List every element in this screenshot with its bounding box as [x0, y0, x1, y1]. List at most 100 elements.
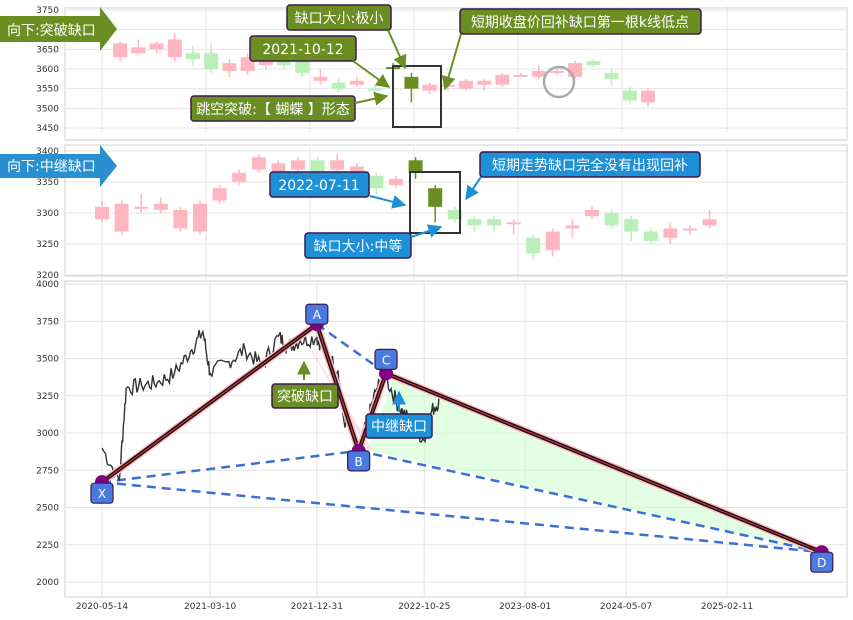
- pattern-fill-bcd: [368, 374, 812, 551]
- note-gap2-date: 2022-07-11: [269, 171, 370, 198]
- candle: [477, 78, 492, 91]
- pattern-dashed-lines: [101, 323, 823, 554]
- candle: [487, 216, 501, 232]
- candle: [204, 43, 219, 73]
- arrow-gap1-date: [352, 60, 391, 88]
- y-tick-label: 3250: [36, 240, 59, 250]
- panel3-grid: [65, 281, 847, 597]
- arrow-gap1-fill: [441, 33, 462, 91]
- candle: [291, 157, 305, 173]
- candle: [131, 39, 146, 56]
- candle: [232, 169, 247, 186]
- candle: [222, 59, 237, 77]
- y-tick-label: 2000: [36, 578, 59, 588]
- candle: [683, 225, 697, 235]
- x-tick-label: 2024-05-07: [600, 602, 652, 612]
- candle: [641, 88, 655, 107]
- label-breakaway-gap-text: 突破缺口: [277, 389, 333, 405]
- x-tick-label: 2025-02-11: [701, 602, 753, 612]
- candle: [624, 216, 639, 241]
- panel2-candles: [95, 154, 717, 260]
- label-runaway-gap-text: 中继缺口: [371, 419, 427, 435]
- candle: [545, 228, 560, 257]
- candle: [251, 154, 266, 173]
- candle: [422, 82, 437, 95]
- note-gap1-pattern: 跳空突破:【 蝴蝶 】形态: [190, 95, 356, 122]
- pattern-point-c: C: [374, 348, 398, 381]
- note-gap2-date-text: 2022-07-11: [278, 178, 359, 194]
- candle: [459, 78, 473, 91]
- y-tick-label: 3450: [36, 124, 59, 134]
- candle: [212, 185, 227, 204]
- y-tick-label: 3200: [36, 271, 59, 281]
- y-tick-label: 3650: [36, 45, 59, 55]
- candle: [114, 200, 129, 235]
- pattern-point-label: C: [382, 353, 390, 367]
- x-tick-label: 2022-10-25: [398, 602, 450, 612]
- candle: [586, 59, 601, 68]
- y-tick-label: 3500: [36, 355, 59, 365]
- arrow-gap1-pattern: [354, 91, 389, 106]
- candle: [349, 76, 364, 87]
- x-tick-label: 2020-05-14: [76, 602, 129, 612]
- candle: [331, 78, 346, 93]
- pattern-point-b: B: [347, 443, 371, 472]
- y-tick-label: 2750: [36, 466, 59, 476]
- candle: [622, 86, 637, 105]
- y-tick-label: 3000: [36, 429, 59, 439]
- candle: [153, 197, 168, 213]
- note-gap1-date-text: 2021-10-12: [262, 42, 343, 58]
- panel2-tag: 向下:中继缺口: [0, 145, 117, 187]
- y-tick-label: 4000: [36, 280, 59, 290]
- panel3-y-axis: 4000 3750 3500 3250 3000 2750 2500 2250 2000: [36, 280, 59, 588]
- candle: [568, 61, 583, 79]
- arrow-gap2-nofill: [465, 176, 482, 201]
- label-runaway-gap: 中继缺口: [365, 413, 433, 439]
- panel2-tag-text: 向下:中继缺口: [7, 159, 96, 175]
- arrow-gap2-size: [410, 224, 443, 238]
- pattern-point-label: D: [817, 556, 826, 570]
- x-tick-label: 2023-08-01: [499, 602, 551, 612]
- pattern-point-x: X: [90, 475, 114, 504]
- panel1-tag: 向下:突破缺口: [0, 7, 117, 51]
- leg-bc: [355, 372, 390, 453]
- candle: [604, 209, 619, 229]
- candle: [702, 209, 717, 229]
- arrow-gap1-size: [387, 29, 407, 70]
- y-tick-label: 3300: [36, 209, 59, 219]
- candle: [408, 157, 423, 179]
- pattern-point-a: A: [305, 303, 329, 332]
- note-gap1-fill-text: 短期收盘价回补缺口第一根k线低点: [471, 14, 689, 31]
- note-gap1-fill: 短期收盘价回补缺口第一根k线低点: [459, 8, 702, 35]
- panel1-tag-text: 向下:突破缺口: [7, 23, 96, 39]
- note-gap1-size: 缺口大小:极小: [286, 4, 392, 31]
- label-breakaway-gap: 突破缺口: [271, 383, 339, 409]
- leg-xa: [99, 321, 319, 485]
- y-tick-label: 2250: [36, 541, 59, 551]
- candle: [149, 41, 164, 54]
- candle: [663, 222, 678, 244]
- candle: [389, 175, 403, 189]
- y-tick-label: 3750: [36, 6, 59, 16]
- candle: [404, 72, 419, 103]
- note-gap1-pattern-text: 跳空突破:【 蝴蝶 】形态: [196, 102, 350, 118]
- candle: [167, 33, 182, 62]
- candle: [428, 185, 443, 223]
- note-gap2-size: 缺口大小:中等: [304, 232, 412, 259]
- candle: [495, 72, 510, 87]
- candle: [604, 69, 619, 85]
- y-tick-label: 3250: [36, 392, 59, 402]
- x-tick-label: 2021-03-10: [184, 602, 237, 612]
- candle: [531, 65, 546, 79]
- y-tick-label: 3500: [36, 104, 59, 114]
- candle: [513, 72, 528, 77]
- candle: [506, 219, 521, 235]
- leg-cd: [384, 370, 824, 556]
- dashed-line-xd: [101, 480, 822, 554]
- note-gap2-size-text: 缺口大小:中等: [314, 238, 403, 255]
- pattern-point-d: D: [810, 545, 834, 573]
- candle: [330, 154, 345, 173]
- candle: [585, 206, 599, 220]
- x-tick-label: 2021-12-31: [291, 602, 343, 612]
